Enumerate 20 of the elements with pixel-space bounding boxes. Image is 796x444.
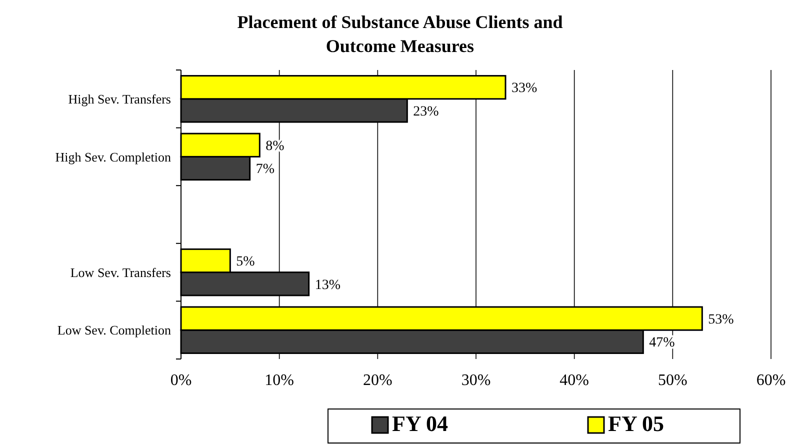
x-tick-label: 30% <box>461 372 491 389</box>
x-tick-label: 50% <box>658 372 688 389</box>
x-tick-label: 40% <box>560 372 589 389</box>
data-label: 13% <box>314 278 341 293</box>
x-tick-label: 10% <box>264 372 294 389</box>
y-tick-label: Low Sev. Transfers <box>70 264 171 280</box>
y-tick-label: Low Sev. Completion <box>57 322 172 338</box>
legend-label: FY 05 <box>608 411 664 436</box>
data-label: 5% <box>236 254 256 270</box>
y-tick-label: High Sev. Transfers <box>68 91 171 106</box>
data-label: 23% <box>413 104 440 120</box>
legend-label: FY 04 <box>392 411 448 436</box>
data-label: 7% <box>256 162 275 178</box>
x-tick-label: 0% <box>170 372 192 389</box>
data-label: 33% <box>512 81 538 96</box>
data-label: 53% <box>708 312 734 328</box>
y-tick-label: High Sev. Completion <box>55 149 172 164</box>
x-tick-label: 60% <box>756 372 786 389</box>
chart-title: Placement of Substance Abuse Clients and Outcome Measures <box>236 11 564 58</box>
x-tick-label: 20% <box>363 372 392 389</box>
